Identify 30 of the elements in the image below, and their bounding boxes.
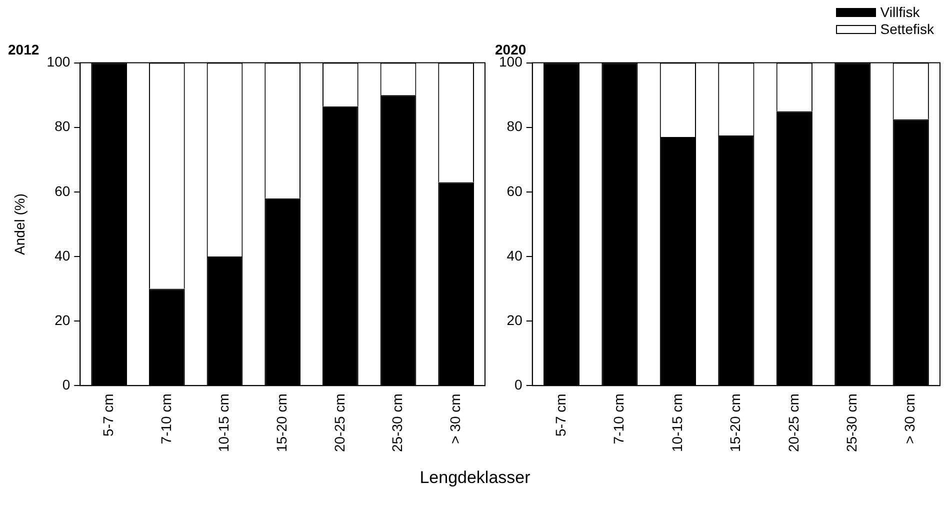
x-tick-label: > 30 cm — [902, 394, 918, 444]
y-tick-label: 100 — [46, 54, 70, 70]
y-tick-label: 0 — [514, 376, 523, 392]
x-tick-label: 10-15 cm — [668, 394, 685, 452]
y-tick-label: 80 — [506, 118, 523, 134]
x-tick-label: 5-7 cm — [100, 394, 116, 436]
x-tick-label: 7-10 cm — [610, 394, 627, 444]
y-tick-label: 60 — [54, 182, 70, 199]
y-tick-label: 60 — [506, 182, 523, 199]
legend-label: Settefisk — [880, 21, 934, 38]
y-tick-label: 20 — [506, 312, 523, 328]
x-tick-label: 10-15 cm — [216, 394, 232, 452]
x-tick-label: 15-20 cm — [727, 394, 744, 452]
y-tick-label: 20 — [54, 312, 70, 328]
chart-title: 2012 — [8, 41, 40, 58]
x-tick-label: 25-30 cm — [844, 394, 860, 452]
x-axis-title: Lengdeklasser — [418, 468, 532, 488]
x-tick-label: 15-20 cm — [273, 394, 290, 452]
x-tick-label: 5-7 cm — [552, 394, 568, 436]
y-tick-label: 0 — [62, 376, 70, 392]
x-tick-label: > 30 cm — [446, 394, 463, 444]
y-axis-title: Andel (%) — [11, 193, 28, 255]
x-tick-label: 7-10 cm — [158, 394, 174, 444]
x-tick-label: 20-25 cm — [331, 394, 348, 452]
x-tick-label: 20-25 cm — [785, 394, 802, 452]
y-tick-label: 40 — [506, 247, 523, 264]
x-tick-label: 25-30 cm — [389, 394, 406, 452]
legend-label: Villfisk — [880, 4, 920, 21]
y-tick-label: 80 — [54, 118, 70, 134]
y-tick-label: 40 — [54, 247, 70, 264]
